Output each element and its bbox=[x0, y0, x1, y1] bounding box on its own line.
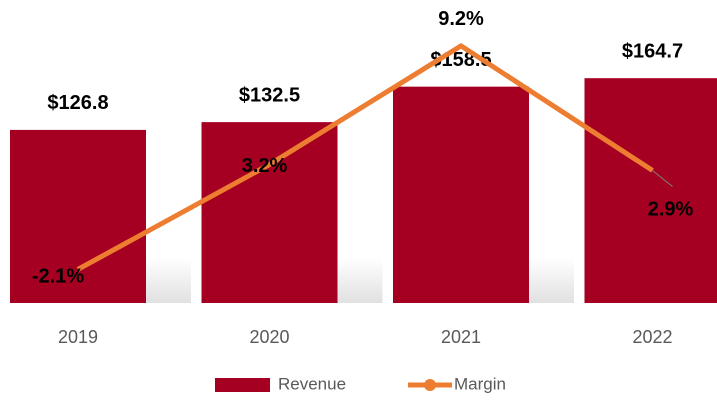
bar bbox=[10, 129, 146, 303]
bar bbox=[201, 122, 338, 303]
legend-marker bbox=[424, 379, 436, 391]
value-label: $164.7 bbox=[622, 40, 683, 62]
value-label: $126.8 bbox=[47, 92, 108, 114]
bar bbox=[584, 78, 717, 303]
value-label: 9.2% bbox=[438, 8, 484, 30]
value-label: 2.9% bbox=[648, 199, 694, 221]
bar-shadow bbox=[146, 258, 191, 303]
bar-shadow bbox=[337, 258, 383, 303]
x-tick-label: 2020 bbox=[249, 327, 289, 347]
value-label: $132.5 bbox=[239, 84, 300, 106]
legend-swatch bbox=[215, 378, 270, 392]
legend-label: Revenue bbox=[278, 374, 346, 393]
bar-shadow bbox=[529, 258, 574, 303]
x-tick-label: 2021 bbox=[441, 327, 481, 347]
leader-line bbox=[652, 170, 673, 187]
value-label: -2.1% bbox=[32, 266, 84, 288]
bar bbox=[393, 86, 529, 304]
legend-label: Margin bbox=[454, 374, 506, 393]
value-label: 3.2% bbox=[242, 155, 288, 177]
x-tick-label: 2019 bbox=[58, 327, 98, 347]
x-tick-label: 2022 bbox=[632, 327, 672, 347]
line bbox=[76, 43, 654, 272]
